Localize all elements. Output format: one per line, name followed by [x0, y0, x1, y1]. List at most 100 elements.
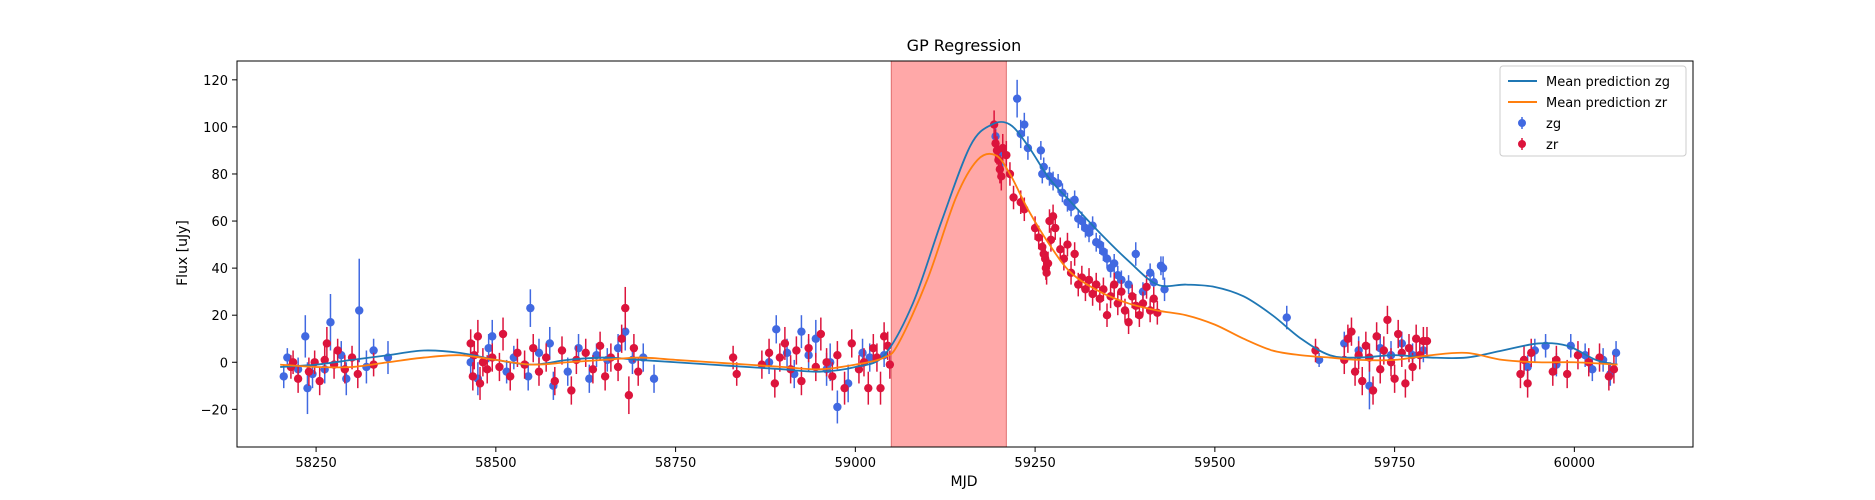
data-point-zg [1036, 146, 1046, 155]
data-point-zg [524, 372, 533, 381]
data-point-zr [1135, 310, 1144, 320]
data-point-zr [770, 379, 780, 388]
data-point-zr [1127, 292, 1137, 301]
data-point-zr [847, 339, 856, 348]
data-point-zr [1573, 351, 1583, 360]
data-point-zg [1077, 216, 1087, 226]
data-point-zr [1527, 348, 1536, 358]
data-point-zr [1383, 315, 1392, 325]
x-tick-label: 59500 [1194, 456, 1235, 471]
data-point-zg [613, 343, 623, 353]
data-point-zr [495, 362, 504, 372]
data-point-zr [304, 367, 314, 376]
data-point-zr [997, 172, 1006, 181]
data-point-zr [1095, 294, 1105, 303]
data-point-zr [728, 353, 738, 362]
series-zr [286, 110, 1619, 415]
data-point-zr [732, 369, 741, 379]
data-point-zg [283, 353, 292, 362]
data-point-zg [1160, 285, 1169, 294]
data-point-zr [581, 348, 590, 358]
data-point-zg [362, 362, 371, 372]
legend-item: Mean prediction zr [1508, 96, 1668, 111]
data-point-zr [775, 353, 785, 362]
data-point-zg [1124, 280, 1133, 289]
data-point-zr [1149, 294, 1158, 303]
data-point-zr [634, 367, 643, 376]
data-point-zr [757, 360, 767, 369]
data-point-zg [833, 402, 842, 412]
y-tick-label: 80 [211, 168, 228, 183]
data-point-zg [534, 348, 544, 358]
data-point-zr [333, 346, 342, 355]
data-point-zr [1411, 334, 1421, 343]
data-point-zr [816, 329, 826, 339]
data-point-zr [473, 332, 483, 341]
legend: Mean prediction zg Mean prediction zr zg zr [1499, 65, 1687, 157]
data-point-zr [315, 376, 324, 386]
data-point-zr [792, 346, 801, 355]
data-point-zg [621, 327, 630, 336]
data-point-zg [563, 367, 572, 376]
data-point-zr [1548, 367, 1557, 376]
data-point-zr [595, 341, 605, 350]
data-point-zr [885, 360, 895, 369]
data-point-zr [1347, 327, 1356, 336]
x-tick-label: 59750 [1374, 456, 1415, 471]
data-point-zg [797, 327, 806, 336]
data-point-zr [600, 372, 610, 381]
data-point-zr [1404, 343, 1414, 353]
data-point-zg [1282, 313, 1291, 322]
data-point-zr [1102, 310, 1112, 320]
data-point-zr [1117, 287, 1126, 296]
x-tick-label: 58750 [655, 456, 696, 471]
data-point-zg [1588, 365, 1597, 374]
x-tick-label: 59000 [835, 456, 876, 471]
data-point-zg [1095, 240, 1105, 249]
data-point-zg [279, 372, 288, 381]
data-point-zg [865, 353, 874, 362]
data-point-zr [797, 376, 806, 386]
data-point-zg [1070, 195, 1079, 205]
data-point-zr [534, 367, 544, 376]
data-point-zg [574, 343, 583, 353]
data-point-zr [764, 348, 774, 358]
data-point-zg [488, 332, 497, 341]
chart-title: GP Regression [907, 36, 1022, 55]
data-point-zr [1120, 306, 1130, 315]
data-point-zr [1056, 245, 1065, 254]
data-point-zr [550, 376, 560, 386]
data-point-zg [342, 374, 351, 383]
data-point-zr [621, 303, 630, 313]
legend-item: zg [1518, 117, 1561, 132]
data-point-zr [541, 353, 551, 362]
data-point-zr [876, 383, 885, 393]
data-point-zr [1604, 372, 1614, 381]
data-point-zr [1609, 365, 1619, 374]
y-tick-label: 100 [203, 121, 228, 136]
x-tick-label: 58500 [475, 456, 516, 471]
data-point-zg [1158, 263, 1168, 273]
legend-item: zr [1518, 138, 1559, 153]
data-point-zr [879, 332, 889, 341]
data-point-zg [585, 374, 594, 383]
data-point-zr [353, 369, 362, 379]
data-point-zr [995, 165, 1005, 174]
data-point-zr [1562, 369, 1572, 379]
data-point-zg [484, 343, 493, 353]
data-point-zr [475, 379, 485, 388]
data-point-zg [369, 346, 378, 355]
data-point-zr [1109, 280, 1119, 289]
data-point-zr [1422, 336, 1432, 346]
data-point-zr [1343, 334, 1353, 343]
data-point-zg [1102, 254, 1112, 263]
data-point-zr [468, 372, 478, 381]
data-point-zr [293, 374, 303, 383]
data-point-zr [613, 362, 623, 372]
legend-label: zr [1546, 138, 1559, 153]
data-point-zg [1039, 162, 1048, 172]
data-point-zr [1084, 275, 1094, 285]
data-point-zr [1070, 249, 1079, 259]
data-point-zr [588, 365, 598, 374]
